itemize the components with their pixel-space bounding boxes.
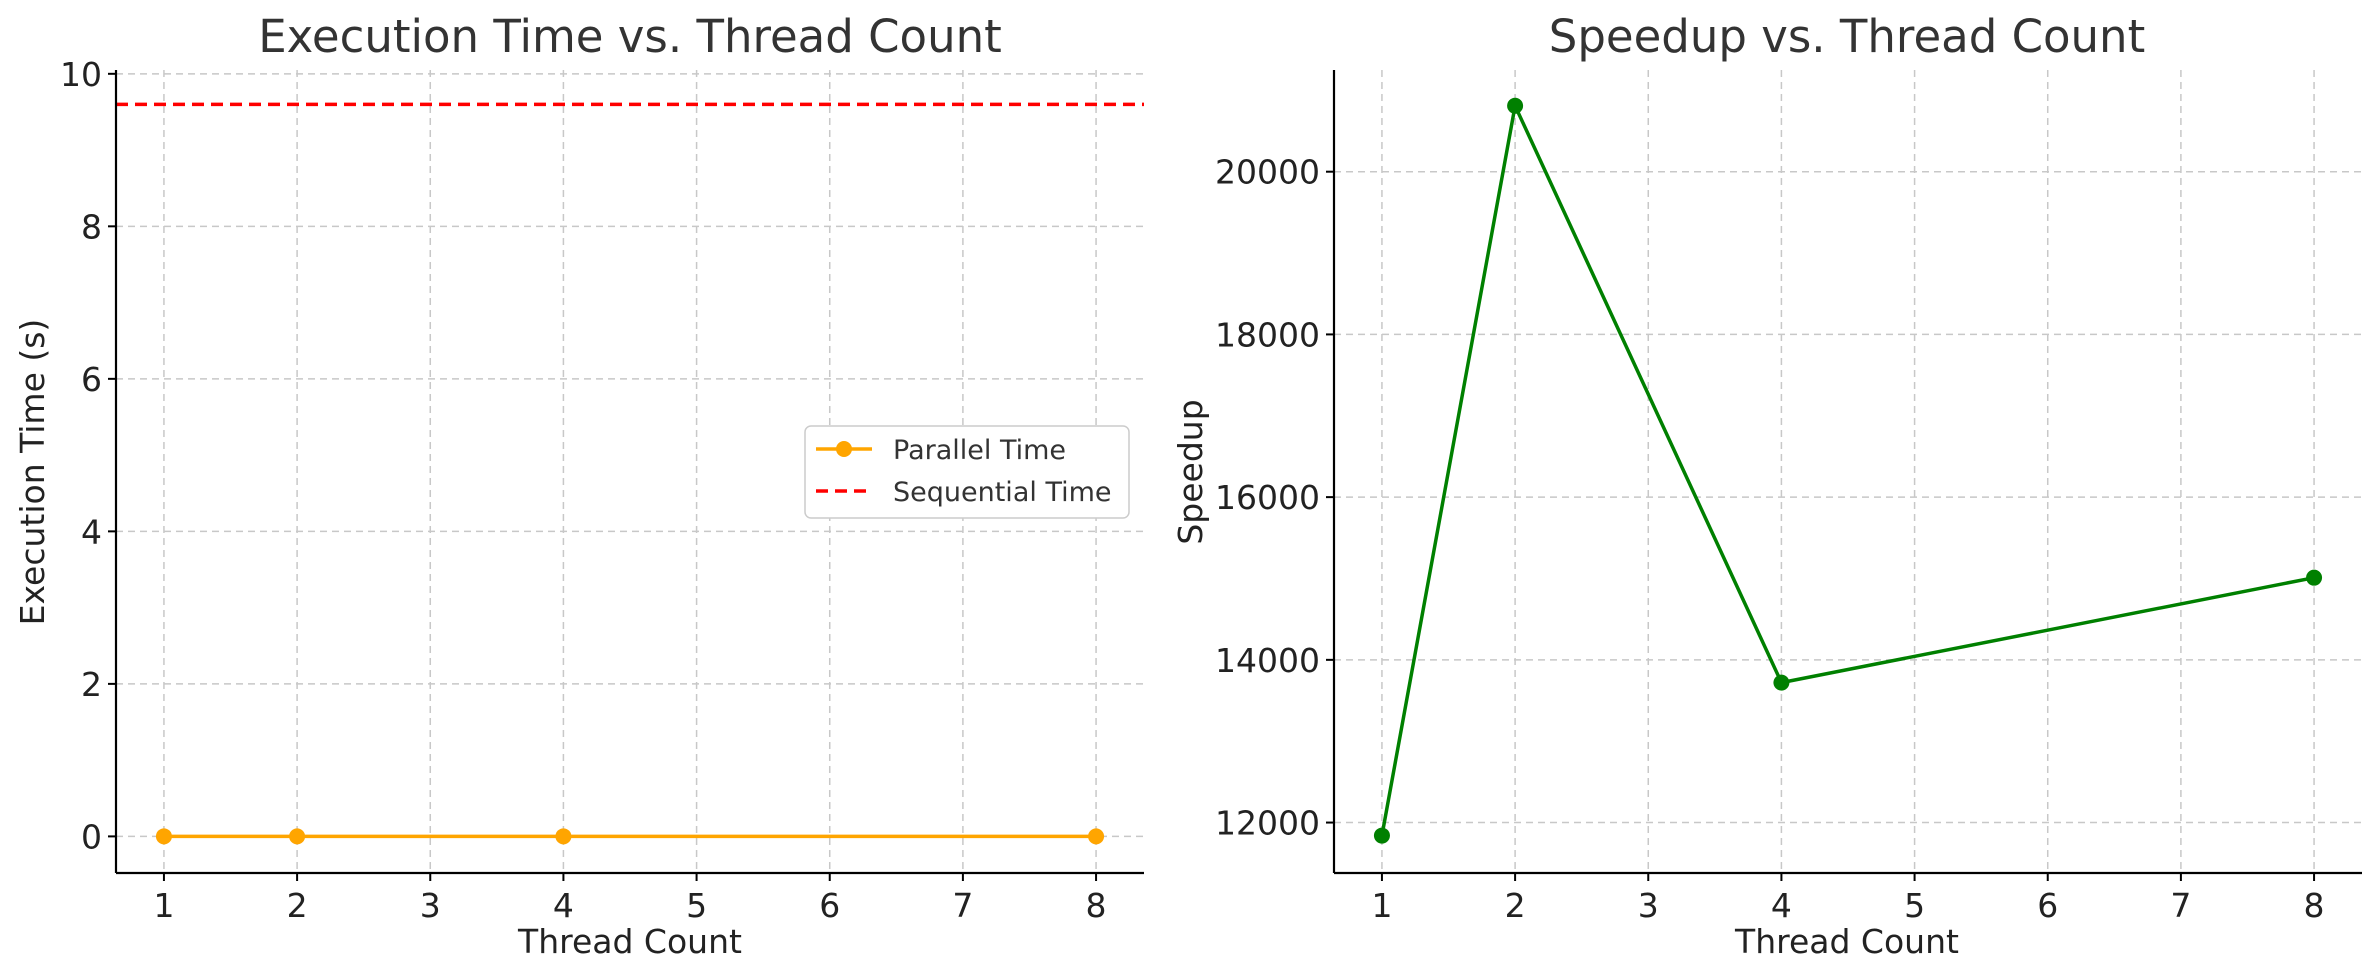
y-tick-label: 16000: [1215, 478, 1320, 517]
x-tick-label: 5: [686, 886, 707, 925]
series-lines: [155, 828, 1105, 845]
legend-parallel-time-label: Parallel Time: [893, 435, 1066, 466]
data-point: [155, 828, 172, 845]
y-tick-label: 4: [81, 512, 102, 551]
x-tick-label: 8: [1086, 886, 1107, 925]
data-point: [555, 828, 572, 845]
x-tick-label: 6: [2037, 886, 2058, 925]
legend-sequential-time-label: Sequential Time: [893, 477, 1112, 508]
y-tick-label: 18000: [1215, 315, 1320, 354]
legend: Parallel Time Sequential Time: [804, 425, 1130, 519]
y-axis-label: Speedup: [1171, 399, 1210, 544]
x-tick-label: 6: [819, 886, 840, 925]
execution-time-chart: Execution Time vs. Thread Count 1 2 3 4 5 6 7 8…: [13, 10, 1144, 961]
y-tick-label: 20000: [1215, 153, 1320, 192]
x-tick-label: 5: [1904, 886, 1925, 925]
y-tick-label: 0: [81, 817, 102, 856]
x-axis-label: Thread Count: [1734, 922, 1959, 961]
x-tick-label: 7: [952, 886, 973, 925]
data-point: [1088, 828, 1105, 845]
axes: [1332, 70, 2362, 875]
legend-box: [804, 425, 1130, 519]
y-tick-label: 10: [60, 55, 102, 94]
chart-title: Execution Time vs. Thread Count: [258, 10, 1002, 63]
y-tick-label: 14000: [1215, 641, 1320, 680]
gridlines: [1334, 70, 2362, 873]
y-tick-label: 8: [81, 207, 102, 246]
data-point: [1373, 827, 1390, 844]
y-tick-label: 2: [81, 665, 102, 704]
x-tick-label: 1: [1371, 886, 1392, 925]
x-tick-label: 1: [153, 886, 174, 925]
y-tick-label: 6: [81, 360, 102, 399]
data-point: [1773, 674, 1790, 691]
x-tick-label: 3: [1638, 886, 1659, 925]
y-tick-label: 12000: [1215, 804, 1320, 843]
data-point: [289, 828, 306, 845]
x-tick-label: 2: [287, 886, 308, 925]
x-tick-label: 7: [2170, 886, 2191, 925]
x-tick-label: 8: [2304, 886, 2325, 925]
x-tick-label: 3: [420, 886, 441, 925]
data-point: [2306, 569, 2323, 586]
speedup-chart: Speedup vs. Thread Count 1 2 3 4 5 6 7 8 12000 14…: [1171, 10, 2362, 961]
x-tick-label: 4: [553, 886, 574, 925]
tick-labels: 1 2 3 4 5 6 7 8 0 2 4 6 8 10: [60, 55, 1107, 925]
x-axis-label: Thread Count: [517, 922, 742, 961]
tick-labels: 1 2 3 4 5 6 7 8 12000 14000 16000 18000 20000: [1215, 153, 2325, 925]
x-tick-label: 4: [1771, 886, 1792, 925]
chart-title: Speedup vs. Thread Count: [1549, 10, 2145, 63]
data-point: [1507, 97, 1524, 114]
axes: [114, 70, 1144, 875]
series-lines: [1373, 97, 2323, 844]
x-tick-label: 2: [1505, 886, 1526, 925]
series-line: [1380, 104, 2315, 836]
y-axis-label: Execution Time (s): [13, 319, 52, 626]
legend-parallel-time-marker: [836, 441, 852, 457]
